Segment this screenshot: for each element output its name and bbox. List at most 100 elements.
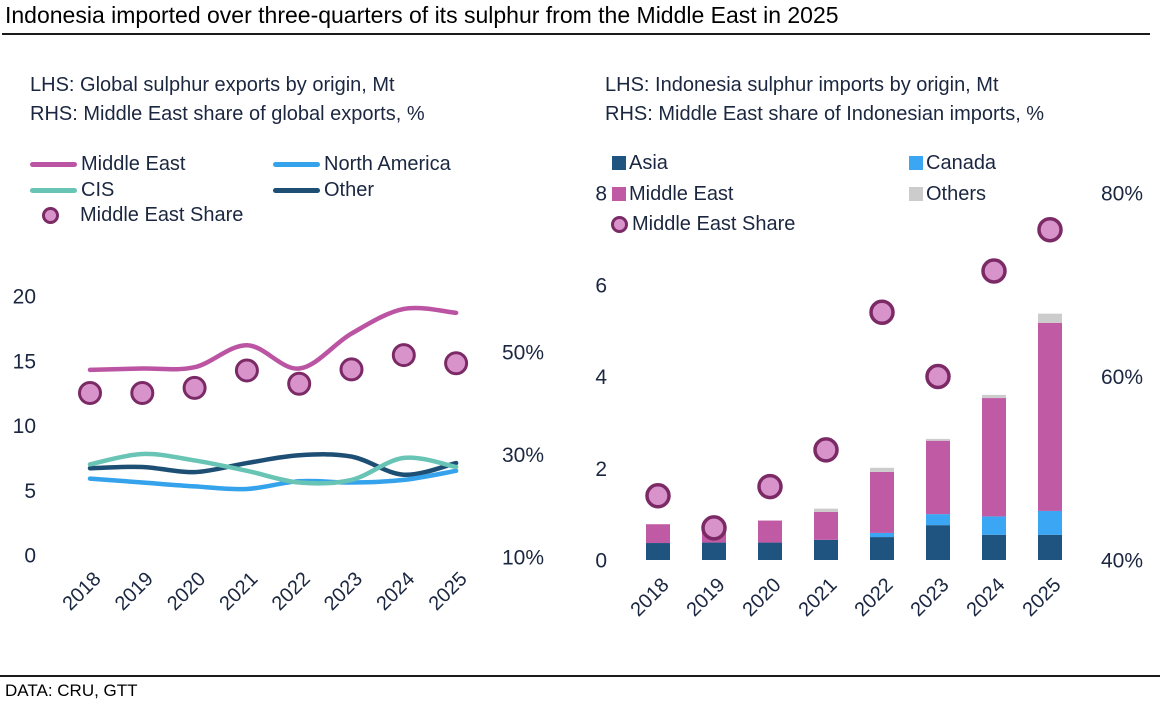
middle-east-share-dot-2025 (444, 351, 469, 376)
x-axis-tick-2022: 2022 (268, 568, 315, 615)
legend-item-asia: Asia (612, 150, 668, 176)
legend-label: CIS (81, 178, 115, 201)
others-bar-2021 (814, 508, 838, 512)
canada-bar-2024 (982, 516, 1006, 535)
legend-item-middle-east-share: Middle East Share (611, 211, 795, 237)
rhs-axis-tick-80: 80% (1101, 183, 1143, 206)
middle-east-share-dot-2019 (130, 381, 155, 405)
x-axis-tick-2021: 2021 (795, 574, 842, 621)
others-bar-2025 (1038, 313, 1062, 323)
legend-label: Middle East (629, 182, 734, 205)
middle-east-bar-2020 (758, 520, 782, 543)
asia-bar-2018 (646, 543, 670, 560)
legend-item-middle-east-share: Middle East Share (42, 202, 243, 228)
others-bar-2024 (982, 394, 1006, 399)
lhs-axis-tick-10: 10 (13, 415, 36, 438)
north-america-line (87, 468, 459, 492)
left-subtitle-lhs: LHS: Global sulphur exports by origin, M… (30, 74, 395, 96)
x-axis-tick-2025: 2025 (1019, 574, 1066, 621)
middle-east-share-dot-2020 (182, 375, 207, 400)
asia-swatch-icon (612, 156, 626, 170)
legend-item-cis: CIS (30, 177, 114, 203)
x-axis-tick-2019: 2019 (111, 568, 158, 615)
left-chart-subtitle: LHS: Global sulphur exports by origin, M… (30, 71, 425, 129)
middle-east-share-dot-2025 (1037, 216, 1063, 243)
footer-divider (0, 675, 1160, 677)
north-america-swatch-icon (273, 161, 320, 167)
other-line (87, 452, 459, 477)
legend-item-middle-east: Middle East (612, 181, 734, 207)
middle-east-bar-2022 (870, 471, 894, 533)
asia-bar-2019 (702, 542, 726, 560)
x-axis-tick-2020: 2020 (739, 574, 786, 621)
middle-east-share-dot-2023 (339, 357, 364, 382)
canada-swatch-icon (909, 156, 923, 170)
middle-east-swatch-icon (612, 187, 626, 201)
legend-item-middle-east: Middle East (30, 151, 186, 177)
canada-bar-2023 (926, 514, 950, 526)
legend-label: Canada (926, 151, 997, 174)
canada-bar-2022 (870, 532, 894, 538)
middle-east-share-dot-2018 (78, 381, 102, 405)
legend-label: Others (926, 182, 987, 205)
middle-east-line (87, 305, 459, 373)
middle-east-share-dot-2021 (234, 358, 259, 383)
x-axis-tick-2020: 2020 (163, 568, 210, 615)
middle-east-share-dot-2023 (925, 363, 951, 390)
middle-east-share-dot-2019 (701, 515, 727, 541)
middle-east-bar-2025 (1038, 322, 1062, 511)
legend-item-north-america: North America (273, 151, 451, 177)
asia-bar-2024 (982, 534, 1006, 560)
rhs-axis-tick-30: 30% (502, 444, 544, 467)
x-axis-tick-2022: 2022 (851, 574, 898, 621)
x-axis-tick-2023: 2023 (320, 568, 367, 615)
lhs-axis-tick-20: 20 (13, 286, 36, 309)
middle-east-share-dot-2018 (645, 483, 671, 509)
others-bar-2023 (926, 438, 950, 441)
middle-east-share-dot-2020 (757, 473, 783, 500)
lhs-axis-tick-8: 8 (595, 183, 607, 206)
middle-east-share-dot-2021 (813, 437, 839, 463)
x-axis-tick-2024: 2024 (963, 574, 1010, 621)
lhs-axis-tick-15: 15 (13, 350, 36, 373)
legend-label: Middle East (81, 152, 186, 175)
lhs-axis-tick-6: 6 (595, 274, 607, 297)
lhs-axis-tick-0: 0 (595, 550, 607, 573)
asia-bar-2021 (814, 539, 838, 560)
middle-east-bar-2023 (926, 440, 950, 515)
x-axis-tick-2018: 2018 (627, 574, 674, 621)
legend-item-other: Other (273, 177, 374, 203)
right-chart-subtitle: LHS: Indonesia sulphur imports by origin… (605, 71, 1044, 129)
data-source: DATA: CRU, GTT (5, 681, 138, 700)
asia-bar-2020 (758, 542, 782, 560)
legend-item-canada: Canada (909, 150, 996, 176)
middle-east-bar-2024 (982, 398, 1006, 517)
legend-label: Asia (629, 151, 668, 174)
x-axis-tick-2024: 2024 (372, 568, 419, 615)
middle-east-share-dot-2024 (391, 343, 416, 368)
middle-east-share-dot-2024 (981, 258, 1007, 284)
rhs-axis-tick-60: 60% (1101, 366, 1143, 389)
rhs-axis-tick-40: 40% (1101, 550, 1143, 573)
right-subtitle-lhs: LHS: Indonesia sulphur imports by origin… (605, 74, 999, 96)
middle-east-share-marker-icon (611, 215, 628, 233)
lhs-axis-tick-2: 2 (595, 458, 607, 481)
right-subtitle-rhs: RHS: Middle East share of Indonesian imp… (605, 103, 1045, 125)
others-swatch-icon (909, 187, 923, 201)
title-divider (2, 33, 1150, 35)
x-axis-tick-2021: 2021 (215, 568, 262, 615)
cis-line (87, 451, 459, 486)
asia-bar-2022 (870, 537, 894, 560)
asia-bar-2025 (1038, 534, 1062, 560)
asia-bar-2023 (926, 525, 950, 560)
legend-label: North America (324, 152, 451, 175)
other-swatch-icon (273, 187, 320, 193)
middle-east-bar-2021 (814, 511, 838, 540)
legend-label: Middle East Share (80, 203, 244, 226)
lhs-axis-tick-4: 4 (595, 366, 607, 389)
middle-east-share-dot-2022 (869, 299, 895, 326)
x-axis-tick-2025: 2025 (425, 568, 472, 615)
